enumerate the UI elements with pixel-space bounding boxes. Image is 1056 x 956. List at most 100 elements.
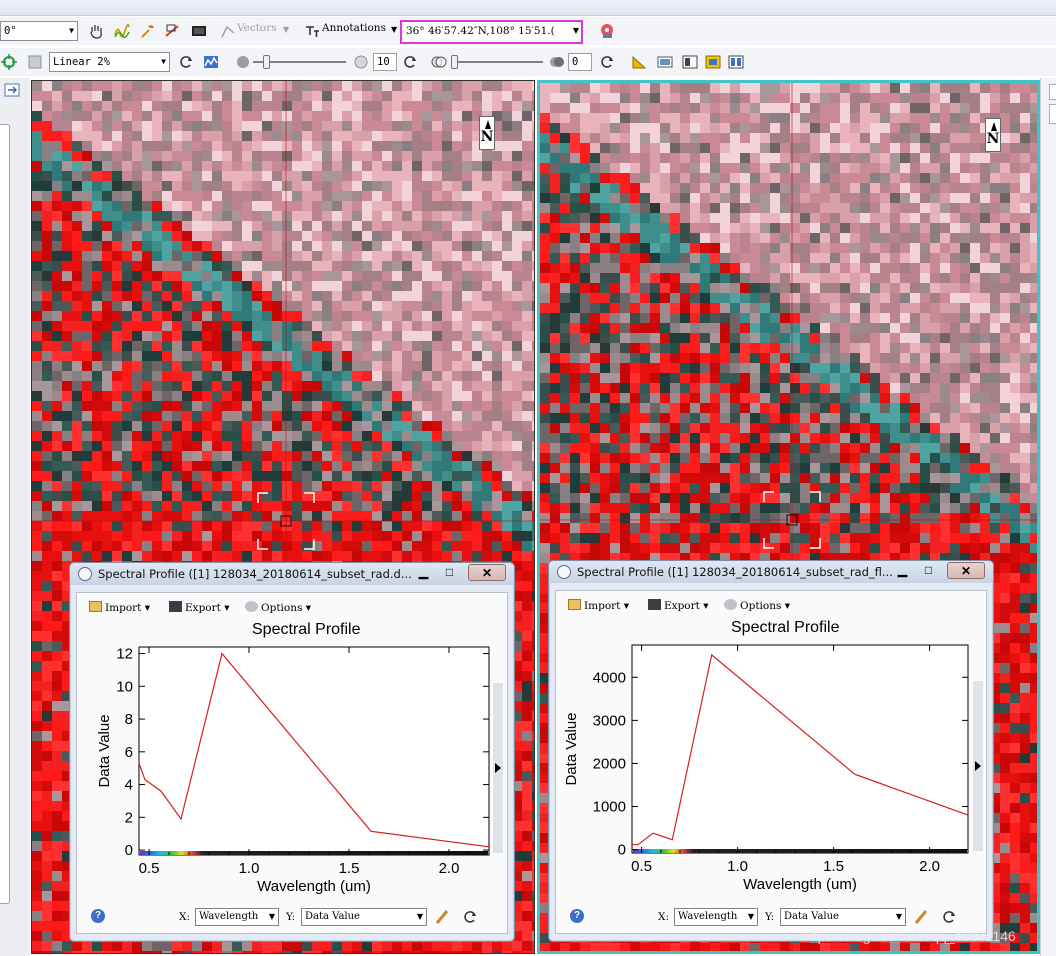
roi-tool-icon[interactable] (164, 23, 180, 39)
maximize-button[interactable]: □ (445, 565, 454, 579)
north-arrow-icon: N (479, 116, 495, 150)
y-tick-label: 4 (125, 777, 133, 794)
rotation-select[interactable]: 0° ▼ (0, 21, 78, 41)
brightness-slider-thumb[interactable] (263, 55, 270, 69)
profile-body: Import ▾ Export ▾ Options ▾ Spectral Pro… (76, 592, 508, 934)
options-menu[interactable]: Options ▾ (724, 599, 790, 612)
toolbar-display: Linear 2% ▼ 10 0 (0, 48, 1056, 76)
transparency-low-icon (431, 56, 447, 68)
help-icon[interactable]: ? (91, 909, 105, 923)
toolbar-primary: 0° ▼ Vectors ▼ Annotations ▼ 36° 46′57.4… (0, 17, 1056, 45)
chevron-down-icon: ▼ (416, 912, 423, 921)
y-tick-label: 2000 (593, 755, 626, 772)
panel-pin-icon[interactable] (4, 82, 20, 98)
y-tick-label: 8 (125, 711, 133, 728)
import-menu[interactable]: Import ▾ (89, 601, 150, 614)
y-axis-select[interactable]: Data Value ▼ (780, 908, 906, 926)
export-view-icon[interactable] (657, 54, 673, 70)
x-tick-label: 1.0 (239, 860, 260, 877)
vectors-menu[interactable]: Vectors (237, 22, 277, 34)
stretch-select[interactable]: Linear 2% ▼ (49, 52, 170, 72)
x-axis-label: Wavelength (um) (257, 878, 371, 895)
chevron-down-icon: ▼ (747, 912, 754, 921)
annotations-menu[interactable]: Annotations (322, 22, 386, 34)
help-icon[interactable]: ? (570, 909, 584, 923)
cursor-value-icon[interactable] (191, 23, 207, 39)
reset-view-icon[interactable] (1, 54, 17, 70)
export-menu[interactable]: Export ▾ (169, 601, 229, 614)
view-layout-icon[interactable] (682, 54, 698, 70)
collapse-sidebar-button[interactable] (493, 683, 503, 853)
refresh-icon[interactable] (178, 54, 194, 70)
plot-area (631, 644, 969, 854)
plot-title: Spectral Profile (252, 621, 361, 638)
x-tick-label: 1.5 (339, 860, 360, 877)
measure-tool-icon[interactable] (631, 54, 647, 70)
layer-toggle-icon[interactable] (27, 54, 43, 70)
options-menu[interactable]: Options ▾ (245, 601, 311, 614)
close-button[interactable]: ✕ (468, 564, 506, 581)
x-tick-label: 1.0 (727, 858, 748, 875)
gear-icon (245, 601, 258, 612)
histogram-icon[interactable] (203, 54, 219, 70)
transparency-slider-thumb[interactable] (451, 55, 458, 69)
import-menu[interactable]: Import ▾ (568, 599, 629, 612)
wavelength-colorbar (140, 851, 488, 855)
refresh-icon[interactable] (941, 909, 957, 925)
brightness-field[interactable]: 10 (373, 53, 397, 71)
maximize-button[interactable]: □ (924, 563, 933, 577)
annotations-icon[interactable] (304, 23, 320, 39)
window-titlebar[interactable]: Spectral Profile ([1] 128034_20180614_su… (70, 563, 514, 585)
reset-transparency-icon[interactable] (599, 54, 615, 70)
x-axis-select[interactable]: Wavelength ▼ (195, 908, 279, 926)
spectral-tool-icon[interactable] (114, 23, 130, 39)
right-dock-tab[interactable] (1049, 104, 1056, 124)
chevron-down-icon: ▼ (283, 25, 290, 34)
y-axis-select-label: Y: (286, 911, 296, 923)
profile-tool-icon[interactable] (140, 23, 156, 39)
chevron-down-icon: ▼ (572, 26, 579, 35)
pan-hand-icon[interactable] (88, 23, 104, 39)
x-axis-label: Wavelength (um) (743, 876, 857, 893)
layer-manager-panel[interactable] (0, 124, 10, 904)
refresh-icon[interactable] (462, 909, 478, 925)
app-icon (557, 565, 571, 579)
app-icon (78, 567, 92, 581)
y-tick-label: 0 (618, 842, 626, 859)
window-titlebar[interactable]: Spectral Profile ([1] 128034_20180614_su… (549, 561, 993, 583)
x-axis-select-label: X: (179, 911, 191, 923)
y-axis-select[interactable]: Data Value ▼ (301, 908, 427, 926)
go-to-location-field[interactable]: 36° 46′57.42″N,108° 15′51.( ▼ (400, 20, 583, 44)
vectors-icon[interactable] (220, 23, 236, 39)
right-dock-tab[interactable] (1049, 84, 1056, 100)
spectral-profile-window-right[interactable]: Spectral Profile ([1] 128034_20180614_su… (548, 560, 994, 942)
line-style-icon[interactable] (434, 909, 450, 925)
plot-title: Spectral Profile (731, 619, 840, 636)
reset-brightness-icon[interactable] (402, 54, 418, 70)
folder-icon (568, 599, 581, 610)
spectrum-line (138, 652, 490, 848)
link-views-icon[interactable] (728, 54, 744, 70)
minimize-button[interactable]: ▁ (418, 565, 429, 579)
y-tick-label: 4000 (593, 669, 626, 686)
spectral-plot[interactable]: 0.5 1.0 1.5 2.0 0 1000 2000 3000 4000 Wavelength … (562, 637, 976, 907)
minimize-button[interactable]: ▁ (897, 563, 908, 577)
window-title: Spectral Profile ([1] 128034_20180614_su… (577, 565, 893, 579)
export-menu[interactable]: Export ▾ (648, 599, 708, 612)
spectral-profile-window-left[interactable]: Spectral Profile ([1] 128034_20180614_su… (69, 562, 515, 942)
brightness-slider-track[interactable] (253, 61, 346, 63)
y-tick-label: 10 (116, 678, 133, 695)
close-button[interactable]: ✕ (947, 562, 985, 579)
x-axis-select[interactable]: Wavelength ▼ (674, 908, 758, 926)
transparency-field[interactable]: 0 (568, 53, 592, 71)
line-style-icon[interactable] (913, 909, 929, 925)
chevron-down-icon: ▼ (391, 25, 398, 34)
crosshair-toggle-icon[interactable] (599, 23, 615, 39)
collapse-sidebar-button[interactable] (973, 681, 983, 851)
portal-icon[interactable] (705, 54, 721, 70)
x-tick-label: 2.0 (439, 860, 460, 877)
transparency-slider-track[interactable] (451, 61, 543, 63)
chevron-down-icon: ▼ (895, 912, 902, 921)
window-top-strip (0, 0, 1056, 16)
spectral-plot[interactable]: 0.5 1.0 1.5 2.0 0 2 4 6 8 10 12 Wavelength (um) Data… (97, 639, 497, 909)
